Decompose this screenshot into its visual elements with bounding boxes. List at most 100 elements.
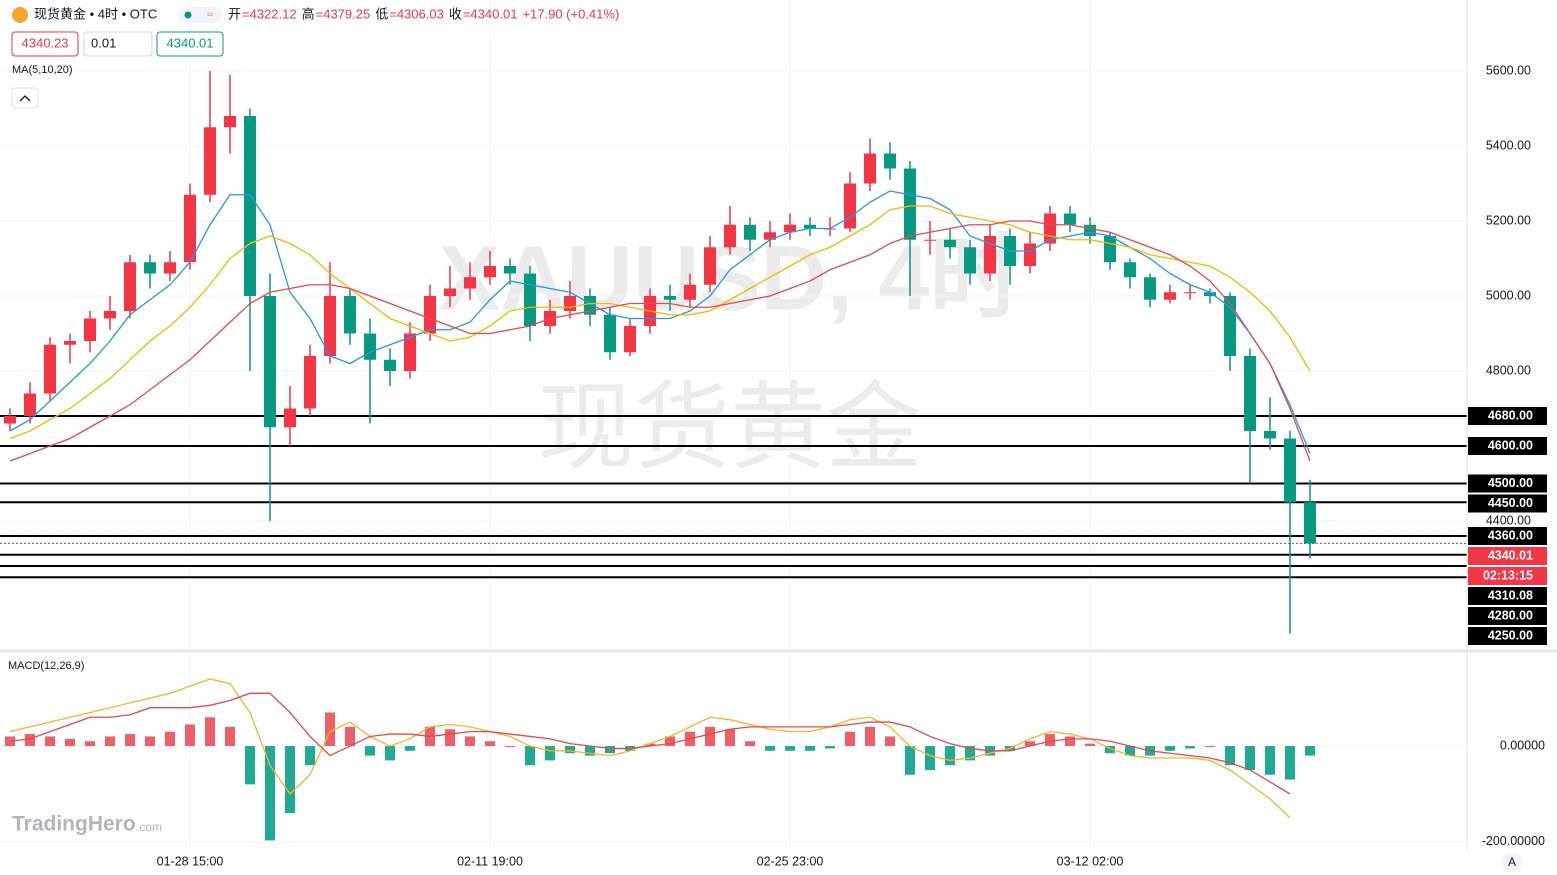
level-badge: 4500.00 bbox=[1488, 476, 1533, 490]
ohlc-label: 开 bbox=[228, 6, 241, 21]
level-badge-bg bbox=[1468, 494, 1547, 513]
candle-body bbox=[684, 284, 696, 300]
y-tick-label: 5200.00 bbox=[1486, 213, 1531, 227]
current-price-badge-bg bbox=[1468, 546, 1547, 565]
macd-histogram-bar bbox=[365, 746, 375, 756]
level-badge-bg bbox=[1468, 436, 1547, 455]
candle-body bbox=[164, 262, 176, 274]
macd-histogram-bar bbox=[225, 726, 235, 747]
candle-body bbox=[844, 183, 856, 229]
candle-body bbox=[884, 153, 896, 169]
candle-body bbox=[224, 115, 236, 128]
auto-scale-button[interactable] bbox=[1502, 852, 1522, 872]
candle-body bbox=[324, 295, 336, 356]
candle-body bbox=[744, 224, 756, 240]
quantity-box[interactable] bbox=[83, 31, 153, 57]
y-tick-label: 5400.00 bbox=[1486, 138, 1531, 152]
countdown-badge: 02:13:15 bbox=[1483, 568, 1533, 582]
level-badge-bg bbox=[1468, 586, 1547, 605]
y-tick-label: -200.00000 bbox=[1482, 834, 1545, 848]
macd-histogram-bar bbox=[1225, 746, 1235, 766]
level-badge: 4280.00 bbox=[1488, 608, 1533, 622]
candle-body bbox=[624, 325, 636, 353]
macd-histogram-bar bbox=[245, 746, 255, 785]
macd-histogram-bar bbox=[105, 736, 115, 747]
symbol-icon bbox=[12, 7, 28, 23]
current-price-badge: 4340.01 bbox=[1488, 548, 1533, 562]
macd-histogram-bar bbox=[165, 731, 175, 747]
macd-histogram-bar bbox=[545, 746, 555, 761]
ma-indicator-label[interactable]: MA(5,10,20) bbox=[12, 64, 73, 76]
macd-histogram-bar bbox=[385, 746, 395, 761]
candle-body bbox=[304, 355, 316, 409]
y-tick-label: 5600.00 bbox=[1486, 63, 1531, 77]
candle-body bbox=[264, 295, 276, 428]
quantity: 0.01 bbox=[91, 35, 116, 50]
macd-histogram-bar bbox=[1085, 743, 1095, 747]
macd-histogram-bar bbox=[1125, 746, 1135, 756]
candle-body bbox=[204, 127, 216, 195]
candle-body bbox=[244, 115, 256, 296]
macd-histogram-bar bbox=[1045, 734, 1055, 747]
candle-body bbox=[704, 247, 716, 285]
macd-histogram-bar bbox=[325, 712, 335, 747]
macd-histogram-bar bbox=[905, 746, 915, 775]
macd-histogram-bar bbox=[725, 729, 735, 747]
level-badge: 4250.00 bbox=[1488, 628, 1533, 642]
macd-histogram-bar bbox=[1285, 746, 1295, 780]
y-tick-label: 4800.00 bbox=[1486, 363, 1531, 377]
candle-body bbox=[44, 344, 56, 394]
macd-histogram-bar bbox=[1305, 746, 1315, 756]
macd-histogram-bar bbox=[945, 746, 955, 766]
macd-histogram-bar bbox=[1265, 746, 1275, 775]
candle-body bbox=[944, 239, 956, 248]
candle-body bbox=[444, 288, 456, 296]
sell-box[interactable] bbox=[11, 31, 79, 57]
candle-body bbox=[1184, 292, 1196, 294]
macd-histogram-bar bbox=[305, 746, 315, 766]
macd-histogram-bar bbox=[965, 746, 975, 761]
candle-body bbox=[604, 314, 616, 353]
symbol-title[interactable]: 现货黄金 • 4时 • OTC bbox=[34, 6, 157, 21]
macd-histogram-bar bbox=[785, 746, 795, 751]
level-badge: 4600.00 bbox=[1488, 438, 1533, 452]
buy-box[interactable] bbox=[156, 31, 224, 57]
ohlc-label: 收 bbox=[449, 6, 462, 21]
macd-histogram-bar bbox=[665, 736, 675, 747]
candle-body bbox=[1264, 430, 1276, 439]
macd-histogram-bar bbox=[565, 746, 575, 754]
auto-scale-label: A bbox=[1508, 855, 1516, 869]
buy-price: 4340.01 bbox=[167, 35, 214, 50]
x-tick-label: 03-12 02:00 bbox=[1057, 854, 1124, 868]
collapse-button[interactable] bbox=[11, 87, 39, 109]
candle-body bbox=[1124, 262, 1136, 278]
level-badge: 4680.00 bbox=[1488, 408, 1533, 422]
logo: TradingHero bbox=[12, 813, 136, 836]
candle-body bbox=[564, 295, 576, 311]
candle-body bbox=[4, 415, 16, 424]
candle-body bbox=[1284, 438, 1296, 503]
countdown-badge-bg bbox=[1468, 566, 1547, 585]
candle-body bbox=[64, 340, 76, 345]
candle-body bbox=[364, 333, 376, 360]
candle-body bbox=[464, 277, 476, 289]
macd-histogram-bar bbox=[25, 734, 35, 747]
change: +17.90 (+0.41%) bbox=[522, 6, 619, 21]
macd-indicator-label[interactable]: MACD(12,26,9) bbox=[8, 660, 84, 672]
status-icon: ≈ bbox=[207, 9, 213, 21]
candle-body bbox=[344, 295, 356, 334]
macd-histogram-bar bbox=[885, 736, 895, 747]
macd-histogram-bar bbox=[65, 738, 75, 747]
macd-histogram-bar bbox=[1185, 746, 1195, 749]
macd-histogram-bar bbox=[345, 726, 355, 747]
candle-body bbox=[144, 262, 156, 274]
macd-histogram-bar bbox=[85, 741, 95, 747]
x-tick-label: 02-11 19:00 bbox=[457, 854, 523, 868]
candle-body bbox=[484, 265, 496, 278]
moving-average bbox=[9, 220, 1311, 462]
macd-histogram-bar bbox=[805, 746, 815, 751]
x-tick-label: 01-28 15:00 bbox=[157, 854, 224, 868]
macd-histogram-bar bbox=[185, 724, 195, 747]
level-badge-bg bbox=[1468, 526, 1547, 545]
